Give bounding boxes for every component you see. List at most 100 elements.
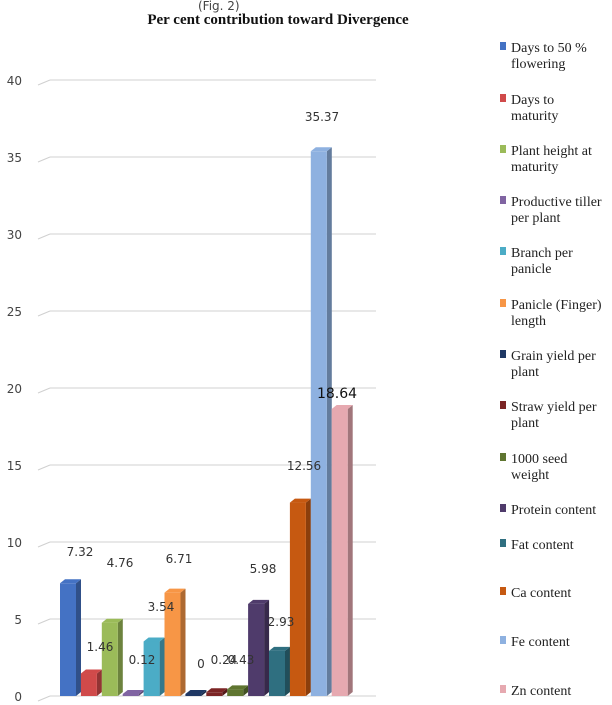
bar-2	[80, 673, 97, 696]
bars	[60, 147, 353, 696]
bar-4	[122, 694, 139, 696]
legend-swatch-5	[500, 247, 506, 255]
legend-label-11: Fat content	[511, 538, 574, 553]
legend-swatch-14	[500, 685, 506, 693]
bar-top-11	[269, 646, 290, 651]
data-label-3: 4.76	[107, 556, 134, 570]
bar-top-6	[164, 588, 186, 593]
legend-swatch-6	[500, 299, 506, 307]
y-tick-label: 5	[14, 613, 22, 627]
gridline-slant	[37, 79, 51, 86]
bar-side-7	[201, 690, 207, 696]
gridline-slant	[37, 464, 51, 471]
bar-top-2	[80, 669, 102, 674]
y-tick-label: 35	[7, 151, 22, 165]
bar-side-8	[222, 688, 228, 696]
bar-5	[143, 641, 160, 696]
bar-top-10	[248, 599, 270, 604]
legend-label-5: Branch per panicle	[511, 246, 573, 277]
bar-side-3	[117, 618, 123, 696]
legend-label-12: Ca content	[511, 586, 571, 601]
bar-side-10	[264, 599, 270, 696]
data-label-11: 2.93	[268, 615, 295, 629]
legend-label-14: Zn content	[511, 684, 571, 699]
legend-swatch-9	[500, 453, 506, 461]
bar-side-1	[76, 579, 81, 696]
bar-12	[289, 502, 306, 696]
bar-13	[310, 151, 327, 696]
data-label-7: 0	[197, 657, 205, 671]
chart-title: Per cent contribution toward Divergence	[147, 12, 409, 28]
data-label-14: 18.64	[317, 386, 357, 402]
bar-side-12	[305, 498, 311, 696]
bar-9	[227, 689, 244, 696]
legend-label-6: Panicle (Finger) length	[511, 298, 602, 329]
bar-side-11	[285, 646, 290, 696]
legend-swatch-1	[500, 42, 506, 50]
legend-label-8: Straw yield per plant	[511, 400, 597, 431]
bar-side-5	[159, 637, 165, 696]
bar-top-8	[206, 688, 228, 693]
gridline-slant	[37, 618, 51, 625]
data-label-9: 0.43	[228, 653, 255, 667]
data-label-6: 6.71	[166, 552, 193, 566]
data-label-1: 7.32	[67, 545, 94, 559]
bar-side-4	[138, 690, 144, 696]
gridline-slant	[37, 695, 51, 702]
bar-side-2	[96, 669, 102, 696]
bar-side-6	[180, 588, 186, 696]
legend-label-13: Fe content	[511, 635, 570, 650]
data-label-5: 3.54	[148, 600, 175, 614]
bar-top-12	[289, 498, 311, 503]
legend-label-3: Plant height at maturity	[511, 144, 592, 175]
y-tick-label: 25	[7, 305, 22, 319]
data-label-10: 5.98	[250, 562, 277, 576]
legend-swatch-2	[500, 94, 506, 102]
y-tick-label: 30	[7, 228, 22, 242]
data-label-2: 1.46	[87, 640, 114, 654]
data-label-8: 0.24	[211, 653, 238, 667]
y-tick-label: 40	[7, 74, 22, 88]
legend-swatch-7	[500, 350, 506, 358]
data-labels: 7.32 1.46 4.76 0.12 3.54 6.71 0 0.240.43 5.98 2.9…	[67, 110, 357, 671]
legend-label-9: 1000 seed weight	[511, 452, 567, 483]
gridline-slant	[37, 233, 51, 240]
gridline-slant	[37, 156, 51, 163]
legend-label-4: Productive tiller per plant	[511, 195, 602, 226]
data-label-12: 12.56	[287, 459, 321, 473]
bar-8	[206, 692, 223, 696]
legend-swatch-12	[500, 587, 506, 595]
gridline-slant	[37, 310, 51, 317]
bar-7	[185, 694, 202, 696]
legend-label-1: Days to 50 % flowering	[511, 41, 587, 72]
top-fragment-text: (Fig. 2)	[198, 0, 240, 13]
bar-top-4	[122, 690, 144, 694]
y-tick-label: 0	[14, 690, 22, 704]
bar-side-13	[326, 147, 332, 696]
bar-top-9	[227, 685, 249, 690]
bar-top-1	[60, 579, 81, 584]
bar-top-7	[185, 690, 207, 694]
legend: Days to 50 % flowering Days to maturity Plan…	[500, 41, 602, 699]
bar-side-9	[243, 685, 249, 696]
bar-1	[60, 583, 76, 696]
legend-swatch-10	[500, 504, 506, 512]
bar-top-13	[310, 147, 332, 152]
data-label-4: 0.12	[129, 653, 156, 667]
y-tick-label: 20	[7, 382, 22, 396]
bar-6	[164, 592, 181, 696]
bar-top-5	[143, 637, 165, 642]
data-label-13: 35.37	[305, 110, 339, 124]
legend-label-10: Protein content	[511, 503, 596, 518]
gridline-slant	[37, 387, 51, 394]
bar-side-14	[347, 404, 353, 696]
gridline-slant	[37, 541, 51, 548]
bar-top-3	[101, 618, 123, 623]
legend-swatch-11	[500, 539, 506, 547]
bar-top-14	[331, 404, 353, 409]
bar-11	[269, 650, 285, 696]
legend-label-7: Grain yield per plant	[511, 349, 596, 380]
y-tick-label: 15	[7, 459, 22, 473]
bar-10	[248, 603, 265, 696]
